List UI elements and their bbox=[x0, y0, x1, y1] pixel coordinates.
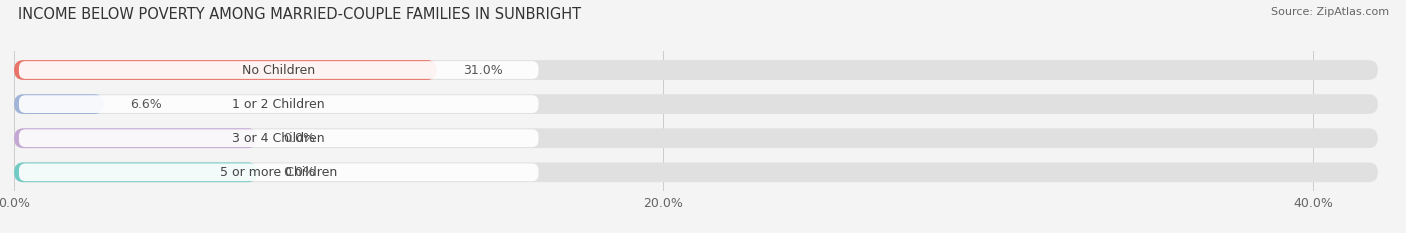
Text: 3 or 4 Children: 3 or 4 Children bbox=[232, 132, 325, 145]
Text: 0.0%: 0.0% bbox=[284, 166, 315, 179]
Text: 0.0%: 0.0% bbox=[284, 132, 315, 145]
Text: Source: ZipAtlas.com: Source: ZipAtlas.com bbox=[1271, 7, 1389, 17]
FancyBboxPatch shape bbox=[14, 128, 1378, 148]
FancyBboxPatch shape bbox=[14, 162, 257, 182]
FancyBboxPatch shape bbox=[14, 128, 257, 148]
FancyBboxPatch shape bbox=[18, 163, 538, 181]
FancyBboxPatch shape bbox=[18, 61, 538, 79]
FancyBboxPatch shape bbox=[14, 60, 437, 80]
Text: 31.0%: 31.0% bbox=[463, 64, 502, 76]
FancyBboxPatch shape bbox=[14, 94, 1378, 114]
FancyBboxPatch shape bbox=[18, 95, 538, 113]
FancyBboxPatch shape bbox=[14, 94, 104, 114]
Text: INCOME BELOW POVERTY AMONG MARRIED-COUPLE FAMILIES IN SUNBRIGHT: INCOME BELOW POVERTY AMONG MARRIED-COUPL… bbox=[18, 7, 582, 22]
Text: 6.6%: 6.6% bbox=[129, 98, 162, 111]
Text: No Children: No Children bbox=[242, 64, 315, 76]
FancyBboxPatch shape bbox=[18, 129, 538, 147]
FancyBboxPatch shape bbox=[14, 162, 1378, 182]
Text: 5 or more Children: 5 or more Children bbox=[221, 166, 337, 179]
FancyBboxPatch shape bbox=[14, 60, 1378, 80]
Text: 1 or 2 Children: 1 or 2 Children bbox=[232, 98, 325, 111]
